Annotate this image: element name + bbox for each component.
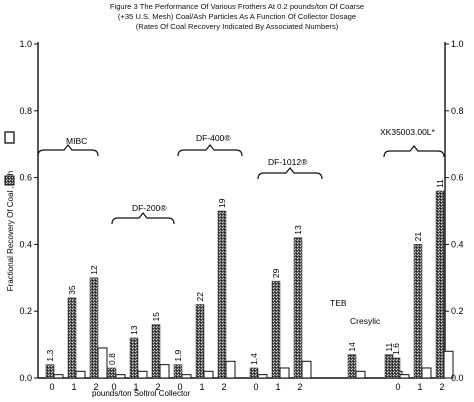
coal-bar — [293, 237, 303, 379]
x-tick-label: 0 — [177, 382, 182, 392]
group-bracket — [111, 212, 175, 225]
y-tick-label-left: 0.8 — [19, 106, 32, 116]
x-tick-label: 0 — [253, 382, 258, 392]
coal-bar — [107, 367, 117, 379]
group-label: MIBC — [66, 136, 87, 146]
group-label-teb: TEB — [330, 298, 347, 308]
group-label: DF-200® — [132, 203, 167, 213]
x-tick-label: 2 — [297, 382, 302, 392]
y-tick-label-right: 0.6 — [451, 173, 464, 183]
figure-subtitle: (Rates Of Coal Recovery Indicated By Ass… — [135, 22, 339, 31]
rate-label: 14 — [347, 342, 357, 352]
ash-bar — [421, 367, 432, 379]
x-tick-label: 1 — [199, 382, 204, 392]
x-tick-label: 2 — [221, 382, 226, 392]
ash-bar — [97, 347, 108, 379]
y-tick-label-right: 1.0 — [451, 39, 464, 49]
rate-label: 11 — [435, 179, 445, 188]
rate-label: 19 — [217, 198, 227, 208]
coal-bar — [391, 357, 401, 379]
ash-bar — [137, 370, 148, 379]
y-tick-label-left: 0.0 — [19, 373, 32, 383]
ash-bar — [301, 360, 312, 379]
coal-bar — [89, 277, 99, 379]
rate-label: 11 — [384, 343, 394, 352]
ash-bar — [203, 370, 214, 379]
coal-bar — [413, 244, 423, 379]
coal-bar — [271, 280, 281, 379]
group-bracket — [257, 167, 323, 180]
y-axis-title: Fractional Recovery Of Coal , Ash — [6, 171, 15, 292]
figure-title-line-2: (+35 U.S. Mesh) Coal/Ash Particles As A … — [117, 12, 357, 21]
coal-bar — [151, 324, 161, 379]
rate-label: 15 — [151, 312, 161, 322]
y-tick-label-right: 0.2 — [451, 306, 464, 316]
rate-label: 1.6 — [391, 343, 401, 355]
y-tick-label-right: 0.4 — [451, 239, 464, 249]
coal-bar — [45, 364, 55, 379]
ash-bar — [115, 374, 126, 379]
coal-bar — [217, 210, 227, 379]
x-tick-label: 1 — [71, 382, 76, 392]
rate-label: 13 — [293, 225, 303, 235]
rate-label: 12 — [89, 265, 99, 275]
figure-title-line-1: Figure 3 The Performance Of Various Frot… — [109, 2, 365, 11]
x-tick-label: 1 — [133, 382, 138, 392]
x-tick-label: 0 — [395, 382, 400, 392]
y-tick-label-right: 0.0 — [451, 373, 464, 383]
x-tick-label: 2 — [93, 382, 98, 392]
rate-label: 0.8 — [107, 353, 117, 365]
x-tick-label: 1 — [275, 382, 280, 392]
chart-header: Figure 3 The Performance Of Various Frot… — [0, 2, 474, 32]
y-tick-label-right: 0.8 — [451, 106, 464, 116]
group-bracket — [383, 145, 445, 158]
rate-label: 21 — [413, 232, 423, 242]
x-tick-label: 2 — [439, 382, 444, 392]
y-tick-label-left: 1.0 — [19, 39, 32, 49]
bars — [45, 190, 454, 379]
x-tick-label: 0 — [111, 382, 116, 392]
ash-bar — [399, 374, 410, 379]
group-label: DF-1012® — [268, 157, 308, 167]
ash-bar — [53, 374, 64, 379]
coal-bar — [67, 297, 77, 379]
y-tick-label-left: 0.2 — [19, 306, 32, 316]
group-label: XK35003.00L* — [380, 127, 436, 137]
rate-label: 22 — [195, 292, 205, 302]
ash-bar — [355, 370, 366, 379]
legend-coal-swatch — [4, 175, 15, 186]
rate-label: 1.9 — [173, 350, 183, 362]
rate-label: 29 — [271, 268, 281, 278]
rate-label: 13 — [129, 325, 139, 335]
group-bracket — [177, 144, 243, 157]
coal-bar — [347, 354, 357, 379]
coal-bar — [129, 337, 139, 379]
x-tick-label: 1 — [417, 382, 422, 392]
ash-bar — [279, 367, 290, 379]
x-axis-title: pounds/ton Soltrol Collector — [92, 389, 191, 398]
legend-ash-swatch — [4, 131, 15, 144]
coal-bar — [173, 364, 183, 379]
ash-bar — [443, 350, 454, 379]
x-tick-label: 0 — [49, 382, 54, 392]
y-tick-label-left: 0.4 — [19, 239, 32, 249]
rate-label: 35 — [67, 285, 77, 295]
rate-label: 1.4 — [249, 353, 259, 365]
group-bracket — [37, 144, 99, 157]
y-tick-label-left: 0.6 — [19, 173, 32, 183]
coal-bar — [195, 304, 205, 379]
rate-label: 1.3 — [45, 350, 55, 362]
ash-bar — [225, 360, 236, 379]
group-label: DF-400® — [196, 133, 231, 143]
ash-bar — [75, 370, 86, 379]
coal-bar — [435, 190, 445, 379]
labels: 0.0 0.0 0.2 0.2 0.4 0.4 0.6 0.6 0.8 0.8 1.0 1.0 Frac… — [4, 39, 464, 398]
x-tick-label: 2 — [155, 382, 160, 392]
ash-bar — [257, 374, 268, 379]
ash-bar — [159, 364, 170, 379]
ash-bar — [181, 374, 192, 379]
group-label-cresylic: Cresylic — [350, 316, 381, 326]
coal-bar — [249, 367, 259, 379]
